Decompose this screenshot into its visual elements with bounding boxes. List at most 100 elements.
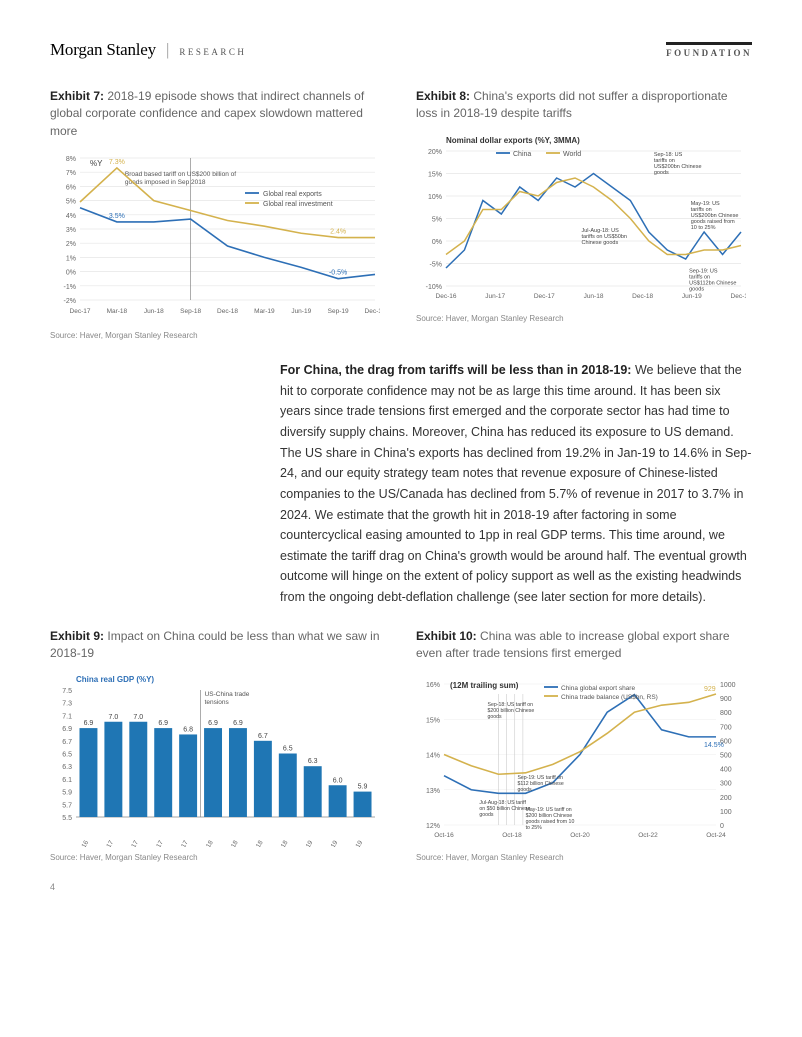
svg-text:Jun-17: Jun-17 <box>485 293 505 300</box>
exhibit-7-source: Source: Haver, Morgan Stanley Research <box>50 331 386 340</box>
research-label: RESEARCH <box>179 47 246 57</box>
svg-text:Sep-19: Sep-19 <box>348 840 365 848</box>
svg-text:Mar-19: Mar-19 <box>298 840 315 848</box>
svg-text:Sep-19: UStariffs onUS$112bn C: Sep-19: UStariffs onUS$112bn Chinesegood… <box>689 268 736 292</box>
svg-text:Mar-18: Mar-18 <box>198 840 215 848</box>
svg-text:Sep-18: US tariff on$200 billi: Sep-18: US tariff on$200 billion Chinese… <box>488 702 535 720</box>
svg-text:2%: 2% <box>66 241 76 248</box>
svg-text:6.5: 6.5 <box>283 746 293 753</box>
svg-text:8%: 8% <box>66 156 76 163</box>
svg-text:US-China tradetensions: US-China tradetensions <box>205 691 250 706</box>
svg-text:6.9: 6.9 <box>84 721 94 728</box>
svg-text:7.5: 7.5 <box>62 688 72 695</box>
svg-text:China real GDP (%Y): China real GDP (%Y) <box>76 675 154 684</box>
exhibit-7: Exhibit 7: 2018-19 episode shows that in… <box>50 88 386 340</box>
exhibit-10-title: Exhibit 10: China was able to increase g… <box>416 628 752 663</box>
svg-text:6.0: 6.0 <box>333 778 343 785</box>
svg-text:5%: 5% <box>432 216 442 223</box>
svg-text:Sep-18: Sep-18 <box>180 308 201 315</box>
chart-7-svg: -2%-1%0%1%2%3%4%5%6%7%8%Dec-17Mar-18Jun-… <box>50 150 380 325</box>
svg-text:Dec-16: Dec-16 <box>74 840 91 848</box>
svg-text:7.1: 7.1 <box>62 714 72 721</box>
svg-text:Sep-18: Sep-18 <box>248 840 265 848</box>
exhibit-7-title: Exhibit 7: 2018-19 episode shows that in… <box>50 88 386 140</box>
svg-text:5.5: 5.5 <box>62 815 72 822</box>
svg-text:6%: 6% <box>66 185 76 192</box>
exhibit-8-num: Exhibit 8: <box>416 89 470 103</box>
svg-text:Sep-18: UStariffs onUS$200bn C: Sep-18: UStariffs onUS$200bn Chinesegood… <box>654 152 702 176</box>
svg-text:Oct-18: Oct-18 <box>502 832 522 839</box>
body-text-content: We believe that the hit to corporate con… <box>280 363 751 604</box>
svg-text:14.5%: 14.5% <box>704 742 724 749</box>
svg-text:6.5: 6.5 <box>62 752 72 759</box>
svg-text:6.9: 6.9 <box>233 721 243 728</box>
svg-text:6.9: 6.9 <box>208 721 218 728</box>
svg-text:929: 929 <box>704 686 716 693</box>
exhibit-10-source: Source: Haver, Morgan Stanley Research <box>416 853 752 862</box>
svg-text:200: 200 <box>720 795 732 802</box>
svg-text:Oct-24: Oct-24 <box>706 832 726 839</box>
exhibit-9-source: Source: Haver, Morgan Stanley Research <box>50 853 386 862</box>
exhibit-9: Exhibit 9: Impact on China could be less… <box>50 628 386 863</box>
svg-text:10%: 10% <box>428 194 442 201</box>
svg-text:Dec-18: Dec-18 <box>273 840 290 848</box>
svg-text:Broad based tariff on US$200 b: Broad based tariff on US$200 billion ofg… <box>125 171 236 186</box>
svg-text:Jun-17: Jun-17 <box>124 840 140 848</box>
svg-text:2.4%: 2.4% <box>330 229 346 236</box>
svg-text:Oct-16: Oct-16 <box>434 832 454 839</box>
svg-text:1000: 1000 <box>720 682 736 689</box>
svg-text:5%: 5% <box>66 199 76 206</box>
svg-text:-1%: -1% <box>64 284 76 291</box>
svg-text:6.3: 6.3 <box>62 765 72 772</box>
exhibit-row-1: Exhibit 7: 2018-19 episode shows that in… <box>50 88 752 340</box>
svg-text:Jun-18: Jun-18 <box>224 840 240 848</box>
svg-text:-5%: -5% <box>430 261 442 268</box>
svg-text:Jun-19: Jun-19 <box>291 308 311 315</box>
page-number: 4 <box>50 882 752 892</box>
svg-text:-10%: -10% <box>426 284 442 291</box>
chart-8-svg: Nominal dollar exports (%Y, 3MMA)-10%-5%… <box>416 133 746 308</box>
svg-text:6.9: 6.9 <box>62 727 72 734</box>
svg-text:0%: 0% <box>432 239 442 246</box>
svg-text:3.5%: 3.5% <box>109 213 125 220</box>
exhibit-8-title: Exhibit 8: China's exports did not suffe… <box>416 88 752 123</box>
svg-text:(12M trailing sum): (12M trailing sum) <box>450 681 519 690</box>
svg-text:6.9: 6.9 <box>158 721 168 728</box>
svg-text:Dec-19: Dec-19 <box>731 293 746 300</box>
svg-text:Mar-17: Mar-17 <box>99 840 116 848</box>
chart-9-svg: China real GDP (%Y)5.55.75.96.16.36.56.7… <box>50 672 380 847</box>
svg-text:1%: 1% <box>66 256 76 263</box>
svg-text:7.3%: 7.3% <box>109 159 125 166</box>
svg-text:Jun-19: Jun-19 <box>682 293 702 300</box>
exhibit-row-2: Exhibit 9: Impact on China could be less… <box>50 628 752 863</box>
svg-text:400: 400 <box>720 767 732 774</box>
brand-logo: Morgan Stanley | RESEARCH <box>50 40 246 60</box>
body-bold: For China, the drag from tariffs will be… <box>280 363 631 377</box>
svg-text:Sep-19: US tariff on$112 billi: Sep-19: US tariff on$112 billion Chinese… <box>517 776 563 794</box>
svg-text:Mar-19: Mar-19 <box>254 308 275 315</box>
exhibit-10-chart: 12%13%14%15%16%0100200300400500600700800… <box>416 672 752 847</box>
exhibit-7-num: Exhibit 7: <box>50 89 104 103</box>
exhibit-10-num: Exhibit 10: <box>416 629 477 643</box>
svg-text:7%: 7% <box>66 170 76 177</box>
svg-text:3%: 3% <box>66 227 76 234</box>
exhibit-8: Exhibit 8: China's exports did not suffe… <box>416 88 752 340</box>
svg-text:Jun-18: Jun-18 <box>584 293 604 300</box>
svg-text:900: 900 <box>720 697 732 704</box>
exhibit-7-chart: -2%-1%0%1%2%3%4%5%6%7%8%Dec-17Mar-18Jun-… <box>50 150 386 325</box>
foundation-label: FOUNDATION <box>666 42 752 58</box>
exhibit-10: Exhibit 10: China was able to increase g… <box>416 628 752 863</box>
svg-text:Dec-16: Dec-16 <box>436 293 457 300</box>
svg-text:Dec-17: Dec-17 <box>70 308 91 315</box>
exhibit-9-chart: China real GDP (%Y)5.55.75.96.16.36.56.7… <box>50 672 386 847</box>
svg-text:Jun-19: Jun-19 <box>323 840 339 848</box>
svg-text:7.0: 7.0 <box>109 714 119 721</box>
svg-text:20%: 20% <box>428 149 442 156</box>
svg-text:16%: 16% <box>426 682 440 689</box>
separator: | <box>166 40 169 59</box>
svg-text:Dec-18: Dec-18 <box>217 308 238 315</box>
body-paragraph: For China, the drag from tariffs will be… <box>50 360 752 608</box>
svg-text:800: 800 <box>720 711 732 718</box>
svg-text:15%: 15% <box>426 718 440 725</box>
svg-text:Dec-19: Dec-19 <box>365 308 380 315</box>
